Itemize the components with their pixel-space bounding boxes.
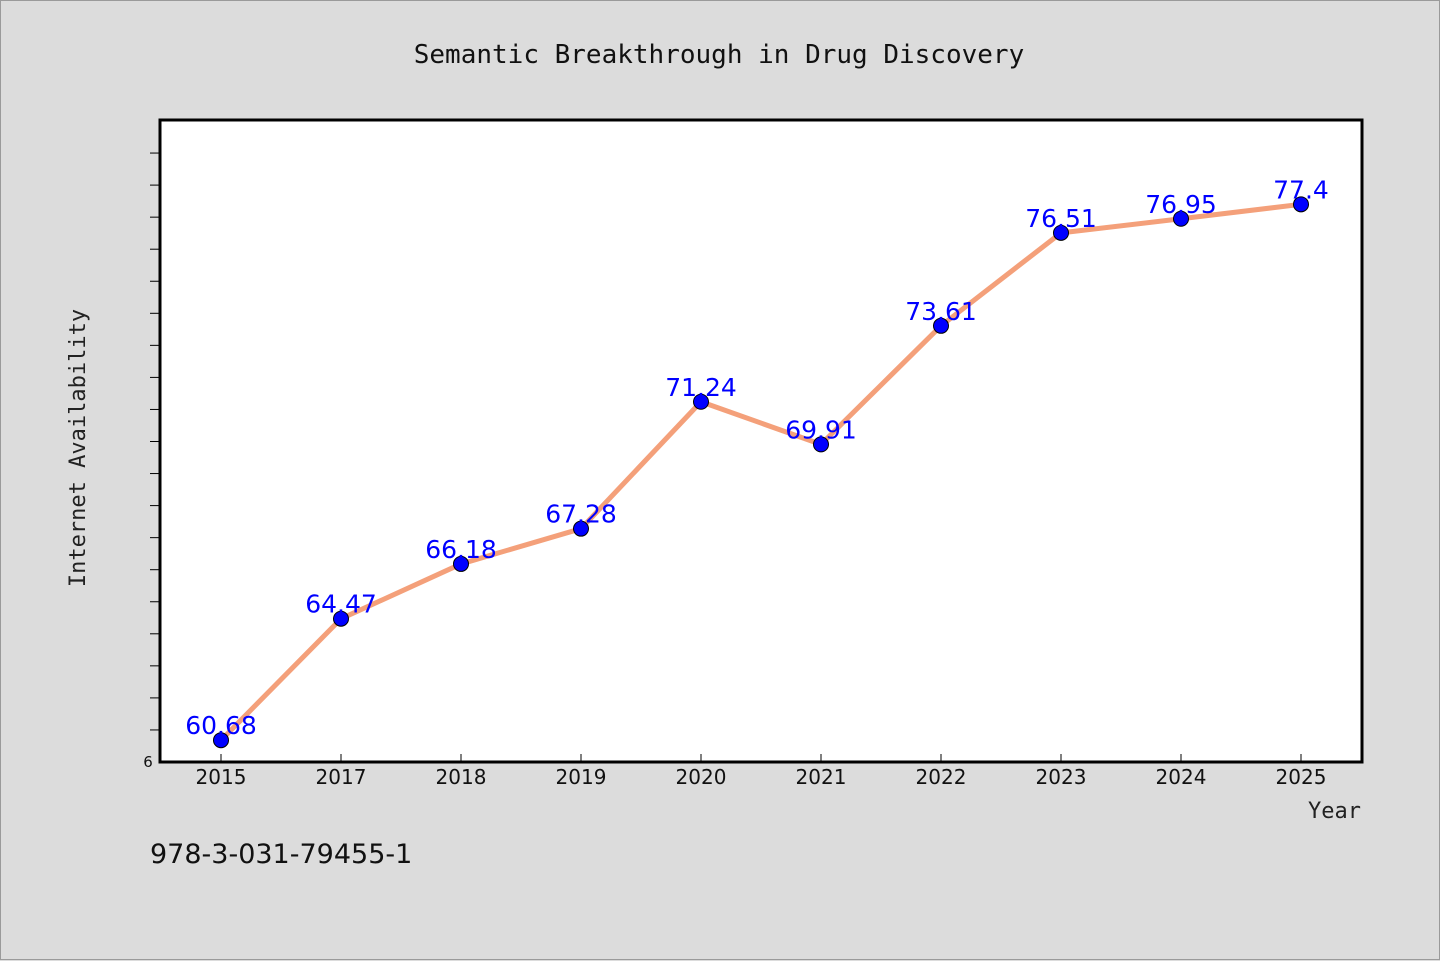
data-label: 71.24 (665, 373, 737, 402)
data-point (1293, 196, 1309, 213)
x-tick-label: 2023 (1036, 765, 1087, 789)
data-point (453, 555, 469, 572)
data-label: 76.51 (1025, 204, 1097, 233)
y-axis-ticks (150, 152, 160, 731)
data-label: 69.91 (785, 415, 857, 444)
data-label: 73.61 (905, 297, 977, 326)
data-markers (213, 196, 1309, 749)
x-tick-label: 2025 (1276, 765, 1327, 789)
y-tick-label: 6 (143, 753, 153, 771)
x-tick-label: 2019 (556, 765, 607, 789)
plot-area (158, 118, 1364, 764)
series-line (219, 201, 1302, 742)
data-point (333, 610, 349, 627)
footnote: 978-3-031-79455-1 (150, 839, 412, 870)
data-label: 77.4 (1273, 175, 1329, 204)
data-point (1053, 224, 1069, 241)
data-point (213, 732, 229, 749)
x-tick-label: 2021 (796, 765, 847, 789)
data-label: 66.18 (425, 535, 497, 564)
data-label: 64.47 (305, 590, 377, 619)
chart-title: Semantic Breakthrough in Drug Discovery (414, 40, 1024, 70)
data-point (1173, 210, 1189, 227)
y-axis-label: Internet Availability (66, 309, 91, 587)
x-axis-ticks: 2015 2017 2018 2019 2020 2021 2022 2023 2024 2025 (196, 754, 1327, 789)
data-point (573, 520, 589, 537)
data-point (693, 393, 709, 410)
data-point (933, 317, 949, 334)
data-label: 60.68 (185, 711, 257, 740)
data-point (813, 436, 829, 453)
x-tick-label: 2018 (436, 765, 487, 789)
x-tick-label: 2024 (1156, 765, 1207, 789)
x-tick-label: 2015 (196, 765, 247, 789)
data-label: 67.28 (545, 500, 617, 529)
x-tick-label: 2017 (316, 765, 367, 789)
data-label: 76.95 (1145, 190, 1217, 219)
x-axis-label: Year (1308, 799, 1361, 824)
data-labels: 60.68 64.47 66.18 67.28 71.24 69.91 73.61 76.51… (185, 175, 1329, 740)
x-tick-label: 2020 (676, 765, 727, 789)
x-tick-label: 2022 (916, 765, 967, 789)
